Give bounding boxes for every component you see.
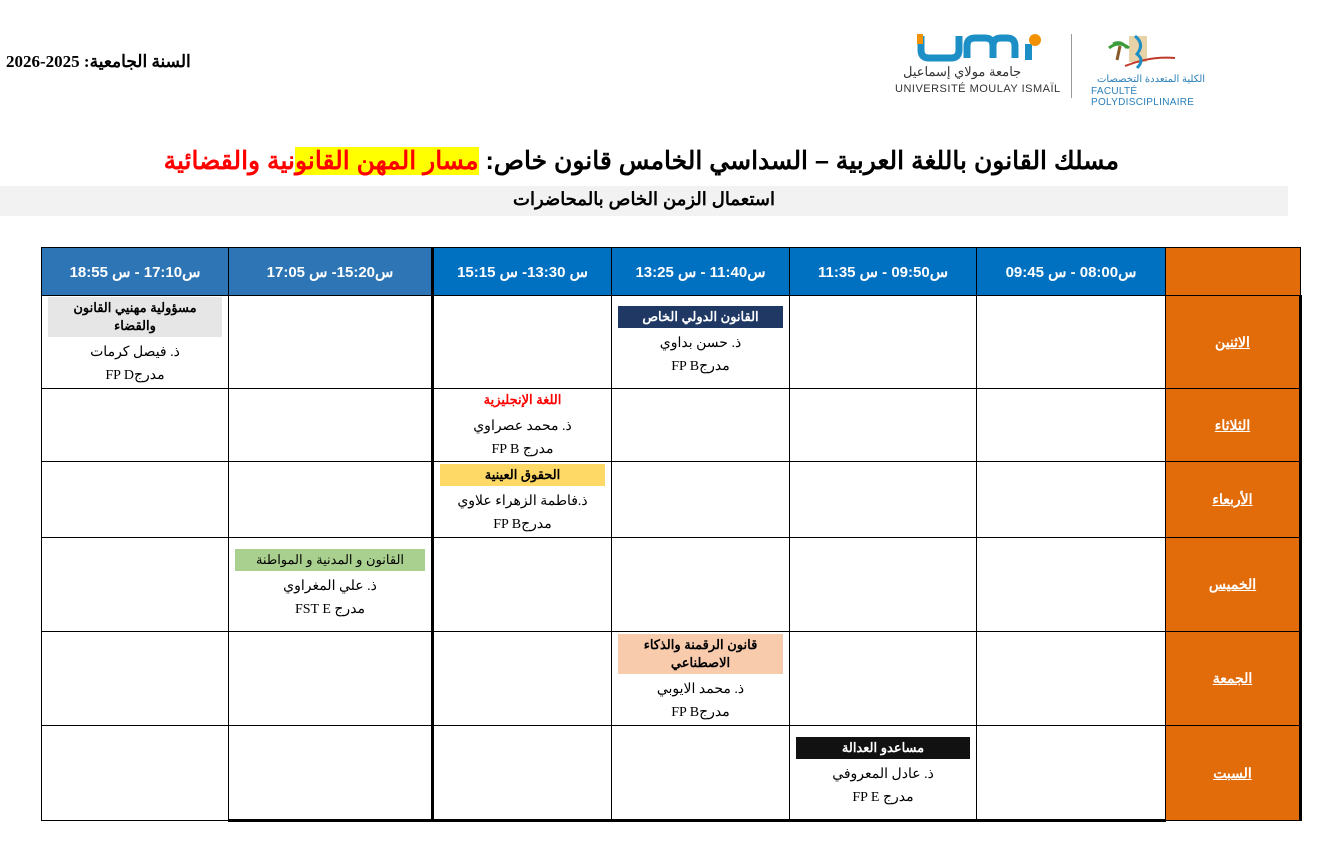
professor-name: ذ. حسن بداوي [659, 336, 742, 351]
page-subtitle: استعمال الزمن الخاص بالمحاضرات [513, 189, 775, 209]
day-row: مسؤولية مهنيي القانون والقضاء ذ. فيصل كرم… [41, 295, 1302, 389]
day-label: الثلاثاء [1165, 388, 1302, 462]
day-row: قانون الرقمنة والذكاء الاصطناعي ذ. محمد ا… [41, 631, 1302, 726]
timetable-cell [789, 295, 977, 389]
day-row: مساعدو العدالة ذ. عادل المعروفي مدرج FP E ا… [41, 725, 1302, 822]
faculty-name-fr: FACULTÉ POLYDISCIPLINAIRE [1091, 86, 1195, 108]
room-name: مدرج FP B [491, 442, 554, 457]
umi-logo-icon [917, 34, 1041, 62]
time-slot-header: س17:10 - س 18:55 [41, 247, 229, 296]
timetable-cell [41, 461, 229, 538]
course-title: القانون و المدنية و المواطنة [235, 548, 425, 571]
timetable-cell [976, 725, 1166, 822]
day-label: الأربعاء [1165, 461, 1302, 538]
timetable-cell [976, 295, 1166, 389]
day-label: الاثنين [1165, 295, 1302, 389]
room-name: مدرج FST E [294, 601, 366, 617]
corner-cell [1165, 247, 1301, 296]
university-name-fr: UNIVERSITÉ MOULAY ISMAÏL [895, 83, 1061, 95]
day-label: الجمعة [1165, 631, 1302, 726]
room-name: مدرجFP D [105, 368, 165, 383]
faculty-palm-logo-icon [1108, 34, 1175, 70]
timetable-cell [976, 537, 1166, 632]
timetable-cell [976, 461, 1166, 538]
timetable-cell [789, 631, 977, 726]
day-row: القانون و المدنية و المواطنة ذ. علي المغر… [41, 537, 1302, 632]
timetable-cell [611, 461, 790, 538]
room-name: مدرج FP E [852, 789, 914, 805]
timetable-cell [41, 537, 229, 632]
timetable-cell [228, 388, 433, 462]
course-title: مسؤولية مهنيي القانون والقضاء [48, 297, 222, 337]
room-name: مدرجFP B [671, 359, 730, 374]
timetable-cell [431, 537, 612, 632]
faculty-name-ar: الكلية المتعددة التخصصات [1097, 74, 1206, 85]
professor-name: ذ. محمد الايوبي [656, 681, 745, 697]
timetable-cell: الحقوق العينية ذ.فاطمة الزهراء علاوي مدرجF… [431, 461, 612, 538]
timetable-cell [789, 461, 977, 538]
timetable: س17:10 - س 18:55 س15:20- س 17:05 س 13:30- … [41, 247, 1302, 822]
time-slot-header: س09:50 - س 11:35 [789, 247, 977, 296]
professor-name: ذ. فيصل كرمات [90, 345, 180, 360]
timetable-header-row: س17:10 - س 18:55 س15:20- س 17:05 س 13:30- … [41, 247, 1301, 296]
course-title: مساعدو العدالة [796, 736, 970, 759]
timetable-cell: قانون الرقمنة والذكاء الاصطناعي ذ. محمد ا… [611, 631, 790, 726]
course-title: قانون الرقمنة والذكاء الاصطناعي [618, 633, 783, 674]
timetable-cell [228, 631, 433, 726]
course-title: اللغة الإنجليزية [483, 392, 562, 407]
university-name-ar: جامعة مولاي إسماعيل [903, 64, 1022, 79]
professor-name: ذ.فاطمة الزهراء علاوي [457, 493, 588, 509]
time-slot-header: س15:20- س 17:05 [228, 247, 433, 296]
course-title: الحقوق العينية [440, 463, 605, 486]
timetable-cell: مسؤولية مهنيي القانون والقضاء ذ. فيصل كرم… [41, 295, 229, 389]
day-label: الخميس [1165, 537, 1302, 632]
time-slot-header: س 13:30- س 15:15 [431, 247, 612, 296]
timetable-cell [228, 725, 433, 822]
professor-name: ذ. محمد عصراوي [473, 419, 572, 434]
title-main: مسلك القانون باللغة العربية – السداسي ال… [478, 147, 1119, 175]
timetable-cell: مساعدو العدالة ذ. عادل المعروفي مدرج FP E [789, 725, 977, 822]
timetable-cell [431, 295, 612, 389]
page-title: مسلك القانون باللغة العربية – السداسي ال… [164, 146, 1119, 176]
room-name: مدرجFP B [493, 516, 552, 532]
timetable-cell [976, 388, 1166, 462]
academic-year: السنة الجامعية: 2025-2026 [6, 52, 191, 71]
timetable-cell [611, 537, 790, 632]
professor-name: ذ. عادل المعروفي [832, 766, 934, 782]
timetable-cell: اللغة الإنجليزية ذ. محمد عصراوي مدرج FP B [431, 388, 612, 462]
timetable-cell [431, 725, 612, 822]
subtitle-bar [0, 186, 1288, 216]
room-name: مدرجFP B [671, 704, 730, 720]
timetable-cell [789, 388, 977, 462]
time-slot-header: س11:40 - س 13:25 [611, 247, 790, 296]
logo-divider [1071, 34, 1072, 98]
timetable-cell [41, 631, 229, 726]
timetable-cell: القانون و المدنية و المواطنة ذ. علي المغر… [228, 537, 433, 632]
timetable-cell [41, 388, 229, 462]
day-label: السبت [1165, 725, 1302, 821]
timetable-cell [611, 388, 790, 462]
timetable-cell [976, 631, 1166, 726]
title-track-highlighted: مسار المهن القانو [294, 147, 479, 175]
timetable-cell [789, 537, 977, 632]
timetable-cell [228, 461, 433, 538]
timetable-cell [431, 631, 612, 726]
professor-name: ذ. علي المغراوي [283, 578, 377, 594]
logos: جامعة مولاي إسماعيل UNIVERSITÉ MOULAY IS… [895, 30, 1230, 108]
time-slot-header: س08:00 - س 09:45 [976, 247, 1166, 296]
title-track-rest: نية والقضائية [163, 147, 295, 175]
timetable-cell [611, 725, 790, 822]
timetable-cell [41, 725, 229, 821]
day-row: الحقوق العينية ذ.فاطمة الزهراء علاوي مدرجF… [41, 461, 1302, 538]
timetable-cell: القانون الدولي الخاص ذ. حسن بداوي مدرجFP B [611, 295, 790, 389]
course-title: القانون الدولي الخاص [618, 306, 783, 328]
timetable-cell [228, 295, 433, 389]
